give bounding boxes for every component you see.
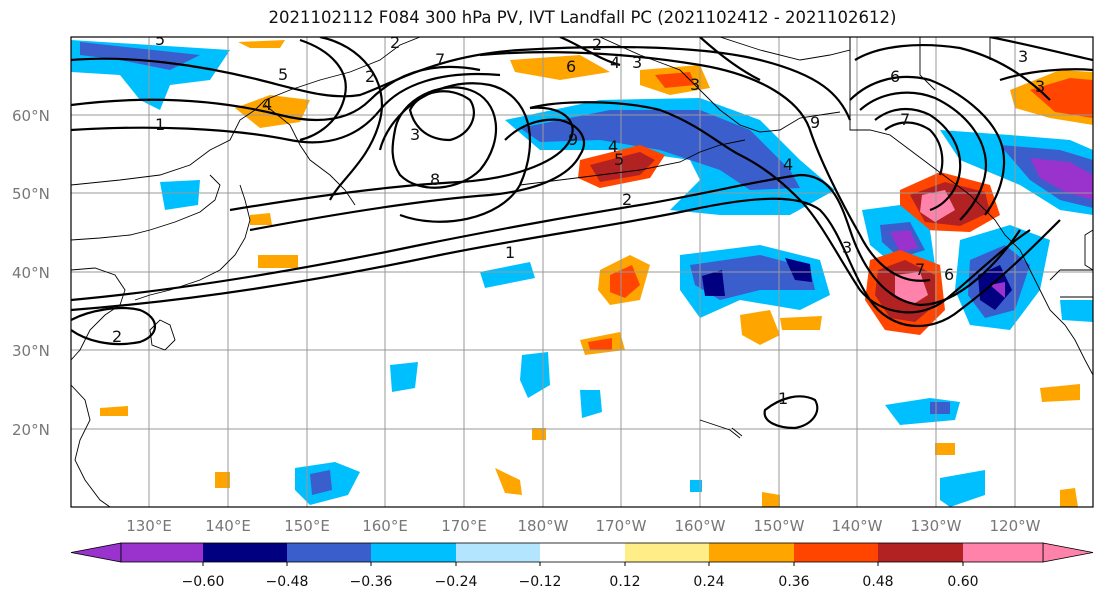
colorbar-tick-label: −0.48 xyxy=(266,574,309,590)
colorbar-segment xyxy=(456,543,540,562)
colorbar-tick-label: −0.24 xyxy=(435,574,478,590)
colorbar-tick-label: 0.36 xyxy=(778,574,809,590)
contour-label: 2 xyxy=(592,35,602,54)
lon-label: 150°W xyxy=(754,517,805,535)
contour-labels: 5 1 4 5 2 2 7 2 3 8 1 2 2 6 4 3 3 4 5 9 … xyxy=(112,30,1045,408)
colorbar xyxy=(70,542,1094,563)
colorbar-tick-label: 0.48 xyxy=(862,574,893,590)
lon-label: 160°E xyxy=(362,517,408,535)
colorbar-segment xyxy=(709,543,794,562)
contour-label: 7 xyxy=(900,110,910,129)
contour-label: 4 xyxy=(783,155,793,174)
contour-label: 2 xyxy=(365,67,375,86)
contour-label: 3 xyxy=(410,125,420,144)
pv-contours xyxy=(71,37,1093,430)
contour-label: 3 xyxy=(632,53,642,72)
latitude-labels: 60°N 50°N 40°N 30°N 20°N xyxy=(12,107,50,439)
colorbar-frame xyxy=(120,542,1044,563)
colorbar-segment xyxy=(794,543,878,562)
contour-label: 5 xyxy=(155,30,165,49)
contour-label: 4 xyxy=(262,95,272,114)
lat-label: 60°N xyxy=(12,107,50,125)
longitude-labels: 130°E 140°E 150°E 160°E 170°E 180°W 170°… xyxy=(126,517,1040,535)
colorbar-ticks: −0.60 −0.48 −0.36 −0.24 −0.12 0.12 0.24 0.36 0.4… xyxy=(182,562,979,590)
contour-label: 4 xyxy=(608,137,618,156)
colorbar-tick-label: −0.12 xyxy=(519,574,562,590)
contour-label: 6 xyxy=(566,57,576,76)
contour-label: 1 xyxy=(155,115,165,134)
lon-label: 180°W xyxy=(518,517,569,535)
lon-label: 140°E xyxy=(205,517,251,535)
contour-label: 3 xyxy=(1018,47,1028,66)
graticule xyxy=(71,37,1093,507)
colorbar-extend-min xyxy=(70,542,122,563)
lon-label: 120°W xyxy=(990,517,1041,535)
contour-label: 1 xyxy=(778,389,788,408)
colorbar-tick-label: −0.60 xyxy=(182,574,225,590)
shaded-field xyxy=(71,40,1093,507)
map-title: 2021102112 F084 300 hPa PV, IVT Landfall… xyxy=(268,8,897,27)
colorbar-tick-label: 0.12 xyxy=(609,574,640,590)
colorbar-segment xyxy=(963,543,1043,562)
lat-label: 50°N xyxy=(12,185,50,203)
contour-label: 2 xyxy=(622,190,632,209)
contour-label: 3 xyxy=(690,75,700,94)
lon-label: 160°W xyxy=(675,517,726,535)
lon-label: 150°E xyxy=(284,517,330,535)
contour-label: 7 xyxy=(915,260,925,279)
lat-label: 30°N xyxy=(12,342,50,360)
contour-label: 5 xyxy=(278,65,288,84)
contour-label: 4 xyxy=(610,53,620,72)
colorbar-segment xyxy=(625,543,709,562)
contour-label: 5 xyxy=(614,150,624,169)
lon-label: 130°E xyxy=(126,517,172,535)
colorbar-segment xyxy=(121,543,203,562)
contour-label: 9 xyxy=(810,113,820,132)
contour-label: 9 xyxy=(568,130,578,149)
contour-label: 7 xyxy=(435,50,445,69)
contour-label: 1 xyxy=(505,243,515,262)
map-frame xyxy=(70,36,1094,508)
lon-label: 170°W xyxy=(596,517,647,535)
contour-label: 3 xyxy=(842,238,852,257)
colorbar-segment xyxy=(371,543,456,562)
lat-label: 40°N xyxy=(12,264,50,282)
contour-label: 6 xyxy=(944,265,954,284)
colorbar-tick-label: 0.24 xyxy=(693,574,724,590)
colorbar-tick-label: −0.36 xyxy=(350,574,393,590)
contour-label: 2 xyxy=(390,33,400,52)
colorbar-extend-max xyxy=(1042,542,1094,563)
colorbar-segment xyxy=(540,543,625,562)
lon-label: 140°W xyxy=(832,517,883,535)
colorbar-segment xyxy=(878,543,963,562)
contour-label: 6 xyxy=(890,67,900,86)
lon-label: 170°E xyxy=(441,517,487,535)
colorbar-segment xyxy=(203,543,287,562)
lon-label: 130°W xyxy=(911,517,962,535)
colorbar-segment xyxy=(287,543,371,562)
contour-label: 8 xyxy=(430,170,440,189)
lat-label: 20°N xyxy=(12,421,50,439)
contour-label: 3 xyxy=(1035,77,1045,96)
colorbar-tick-label: 0.60 xyxy=(947,574,978,590)
contour-label: 2 xyxy=(112,327,122,346)
